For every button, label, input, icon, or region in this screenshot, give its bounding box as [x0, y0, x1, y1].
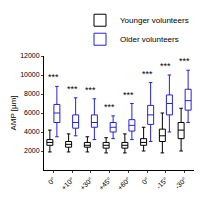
svg-text:2000: 2000	[24, 147, 40, 154]
svg-text:+10°: +10°	[60, 176, 75, 191]
svg-text:-15°: -15°	[155, 176, 169, 190]
svg-text:12000: 12000	[20, 52, 40, 59]
svg-text:4000: 4000	[24, 128, 40, 135]
svg-text:***: ***	[142, 69, 153, 79]
svg-text:10000: 10000	[20, 71, 40, 78]
svg-text:+60°: +60°	[116, 176, 131, 191]
svg-text:***: ***	[85, 85, 96, 95]
svg-text:***: ***	[48, 72, 59, 82]
svg-text:+30°: +30°	[79, 176, 94, 191]
svg-text:AMP [µm]: AMP [µm]	[9, 95, 18, 130]
svg-text:***: ***	[179, 56, 190, 66]
svg-text:6000: 6000	[24, 109, 40, 116]
svg-text:0°: 0°	[47, 176, 57, 186]
svg-text:***: ***	[123, 90, 134, 100]
svg-text:Younger volunteers: Younger volunteers	[120, 16, 189, 25]
svg-text:***: ***	[104, 102, 115, 112]
svg-text:0°: 0°	[141, 176, 151, 186]
svg-text:8000: 8000	[24, 90, 40, 97]
svg-text:+45°: +45°	[97, 176, 112, 191]
svg-text:***: ***	[160, 61, 171, 71]
svg-text:***: ***	[67, 84, 78, 94]
svg-text:-30°: -30°	[174, 176, 188, 190]
svg-text:Older volunteers: Older volunteers	[120, 35, 179, 44]
